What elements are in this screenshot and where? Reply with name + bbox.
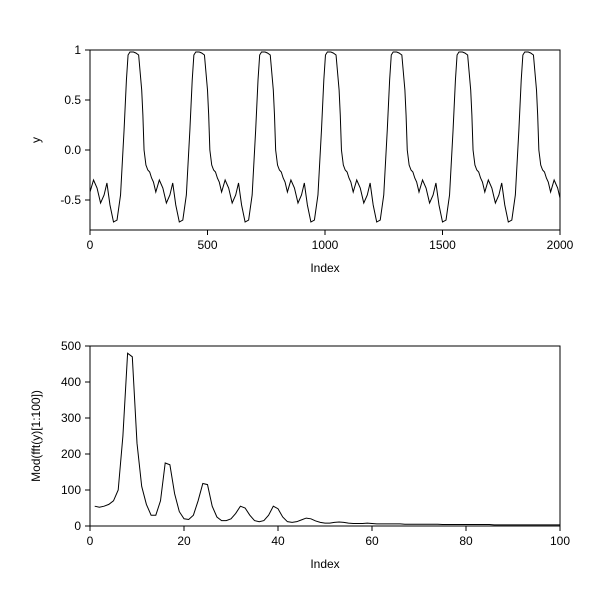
y-tick-label: 1 [74, 43, 81, 57]
x-tick-label: 2000 [547, 238, 574, 252]
x-tick-label: 20 [177, 534, 191, 548]
y-tick-label: 300 [61, 411, 81, 425]
y-tick-label: 0 [74, 519, 81, 533]
x-tick-label: 500 [197, 238, 217, 252]
chart-svg: 0500100015002000-0.50.00.51Indexy0204060… [0, 0, 600, 600]
x-tick-label: 0 [87, 534, 94, 548]
y-tick-label: 100 [61, 483, 81, 497]
y-tick-label: 0.5 [64, 93, 81, 107]
y-tick-label: 500 [61, 339, 81, 353]
y-tick-label: 200 [61, 447, 81, 461]
y-axis-label: Mod(fft(y)[1:100]) [29, 390, 43, 482]
y-tick-label: 400 [61, 375, 81, 389]
x-tick-label: 0 [87, 238, 94, 252]
y-tick-label: 0.0 [64, 143, 81, 157]
data-line [90, 52, 561, 222]
x-axis-label: Index [310, 557, 339, 571]
x-tick-label: 80 [459, 534, 473, 548]
data-line [95, 353, 560, 525]
x-tick-label: 60 [365, 534, 379, 548]
chart-container: 0500100015002000-0.50.00.51Indexy0204060… [0, 0, 600, 600]
x-axis-label: Index [310, 261, 339, 275]
x-tick-label: 40 [271, 534, 285, 548]
x-tick-label: 100 [550, 534, 570, 548]
y-axis-label: y [29, 137, 43, 143]
plot-frame [90, 50, 560, 230]
x-tick-label: 1000 [312, 238, 339, 252]
x-tick-label: 1500 [429, 238, 456, 252]
y-tick-label: -0.5 [60, 193, 81, 207]
